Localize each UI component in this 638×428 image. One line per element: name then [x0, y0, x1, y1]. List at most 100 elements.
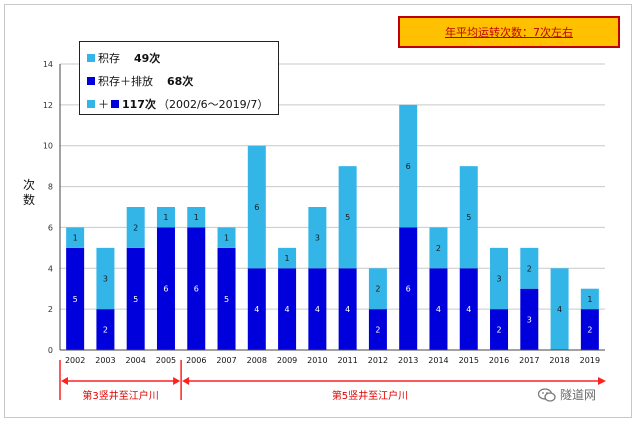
bar-segment — [66, 227, 85, 248]
x-tick-label: 2015 — [459, 356, 479, 365]
bar-segment — [520, 247, 539, 289]
bar-segment — [96, 247, 115, 310]
bar-segment — [459, 268, 478, 350]
bar-segment — [490, 247, 509, 310]
bar-segment — [217, 227, 236, 248]
bar-data-label: 6 — [254, 203, 259, 212]
bar-data-label: 5 — [133, 295, 138, 304]
bar-data-label: 5 — [73, 295, 78, 304]
y-tick-label: 6 — [48, 223, 53, 232]
x-tick-label: 2019 — [580, 356, 600, 365]
bar-segment — [156, 227, 175, 350]
legend-total-count: 117次 — [122, 98, 156, 111]
legend-storage-count: 49次 — [134, 52, 161, 65]
bar-data-label: 5 — [224, 295, 229, 304]
bar-segment — [399, 227, 418, 350]
legend-total-range: （2002/6～2019/7） — [157, 98, 269, 111]
legend-storage-label: 积存 — [98, 52, 120, 65]
wechat-icon — [538, 387, 556, 402]
segment-right-label: 第5竖井至江户川 — [332, 389, 408, 402]
bar-data-label: 4 — [254, 305, 259, 314]
bar-segment — [96, 309, 115, 350]
y-axis-label: 次数 — [22, 178, 35, 207]
watermark: 隧道网 — [538, 386, 596, 403]
legend-storage-discharge-count: 68次 — [167, 75, 194, 88]
bar-data-label: 4 — [285, 305, 290, 314]
callout-text: 年平均运转次数：7次左右 — [445, 26, 573, 39]
bar-segment — [459, 166, 478, 269]
bar-segment — [278, 247, 297, 269]
bar-data-label: 2 — [496, 326, 501, 335]
bar-data-label: 2 — [375, 285, 380, 294]
bar-segment — [187, 207, 206, 228]
bar-data-label: 1 — [285, 254, 290, 263]
bar-data-label: 6 — [163, 285, 168, 294]
y-tick-label: 8 — [48, 183, 53, 192]
bar-segment — [490, 309, 509, 350]
legend-swatch-light — [87, 54, 95, 62]
legend: 积存 49次 积存＋排放 68次 ＋ 117次 （2002/6～2019/7） — [79, 41, 279, 115]
y-tick-label: 12 — [43, 101, 53, 110]
bar-data-label: 5 — [345, 213, 350, 222]
bar-segment — [338, 268, 357, 350]
legend-storage-discharge-label: 积存＋排放 — [98, 75, 153, 88]
legend-swatch-dark-2 — [111, 100, 119, 108]
bar-segment — [399, 104, 418, 228]
bar-data-label: 2 — [587, 326, 592, 335]
y-tick-label: 14 — [43, 60, 53, 69]
bar-data-label: 5 — [466, 213, 471, 222]
bar-data-label: 3 — [103, 275, 108, 284]
x-tick-label: 2016 — [489, 356, 509, 365]
segment-left-label: 第3竖井至江户川 — [82, 389, 158, 402]
legend-swatch-dark — [87, 77, 95, 85]
x-tick-label: 2003 — [95, 356, 115, 365]
bar-segment — [247, 268, 266, 350]
x-tick-label: 2017 — [519, 356, 539, 365]
bar-data-label: 2 — [133, 223, 138, 232]
bar-data-label: 1 — [163, 213, 168, 222]
bar-segment — [217, 247, 236, 350]
x-tick-label: 2018 — [549, 356, 569, 365]
left-range-arrowhead-end — [173, 377, 181, 385]
x-tick-label: 2002 — [65, 356, 85, 365]
bar-segment — [429, 227, 448, 269]
bar-data-label: 2 — [527, 264, 532, 273]
bar-segment — [126, 207, 145, 248]
bar-segment — [580, 309, 599, 350]
x-tick-label: 2012 — [368, 356, 388, 365]
bar-data-label: 6 — [194, 285, 199, 294]
bar-segment — [429, 268, 448, 350]
bar-data-label: 2 — [103, 326, 108, 335]
watermark-text: 隧道网 — [560, 388, 597, 402]
legend-total-plus: ＋ — [98, 98, 109, 111]
y-tick-label: 2 — [48, 305, 53, 314]
x-tick-label: 2013 — [398, 356, 418, 365]
bar-segment — [520, 288, 539, 350]
bar-segment — [278, 268, 297, 350]
bar-segment — [368, 268, 387, 310]
bar-data-label: 2 — [375, 326, 380, 335]
right-range-arrowhead-end — [598, 377, 606, 385]
y-tick-label: 0 — [48, 346, 53, 355]
y-tick-label: 10 — [43, 142, 53, 151]
y-tick-label: 4 — [48, 264, 53, 273]
bar-data-label: 4 — [557, 305, 562, 314]
bar-data-label: 1 — [194, 213, 199, 222]
bar-data-label: 6 — [406, 285, 411, 294]
figure-border — [4, 4, 632, 418]
x-tick-label: 2010 — [307, 356, 327, 365]
bar-data-label: 6 — [406, 162, 411, 171]
left-range-arrowhead-start — [61, 377, 68, 385]
bar-segment — [247, 145, 266, 269]
bar-data-label: 3 — [315, 234, 320, 243]
x-tick-label: 2014 — [428, 356, 448, 365]
bar-segment — [187, 227, 206, 350]
x-tick-label: 2008 — [247, 356, 267, 365]
bar-segment — [308, 268, 327, 350]
bar-data-label: 3 — [527, 315, 532, 324]
average-runs-callout: 年平均运转次数：7次左右 — [398, 16, 620, 48]
legend-row-storage: 积存 49次 — [87, 50, 160, 66]
bar-segment — [308, 207, 327, 269]
bar-segment — [156, 207, 175, 228]
